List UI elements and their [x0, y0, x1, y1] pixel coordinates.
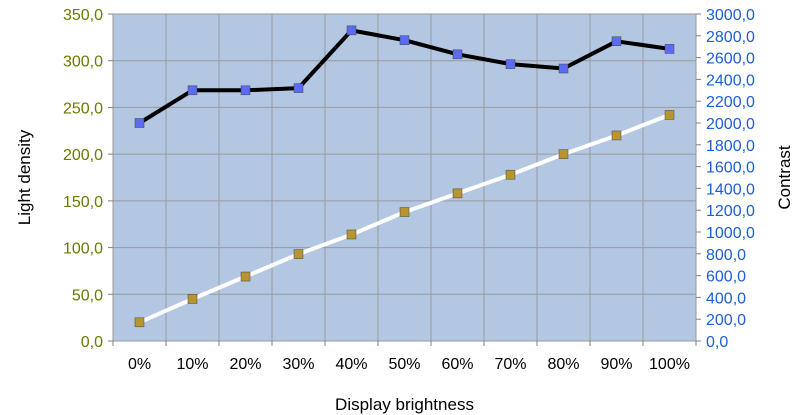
left-tick-label: 150,0	[63, 194, 103, 211]
left-tick-label: 300,0	[63, 54, 103, 71]
left-tick-label: 200,0	[63, 147, 103, 164]
x-tick-label: 10%	[176, 356, 208, 373]
right-tick-label: 2000,0	[706, 116, 755, 133]
x-tick-label: 80%	[547, 356, 579, 373]
right-axis-title: Contrast	[775, 145, 794, 210]
right-tick-label: 600,0	[706, 269, 746, 286]
right-tick-label: 1400,0	[706, 181, 755, 198]
series-2-point	[611, 36, 622, 46]
x-tick-label: 60%	[441, 356, 473, 373]
series-1-point	[611, 130, 622, 141]
x-tick-label: 0%	[128, 356, 151, 373]
series-2-point	[558, 63, 569, 74]
right-axis-ticks: 0,0 200,0 400,0 600,0 800,0 1000,0 1200,0 1400,…	[696, 7, 755, 351]
series-1-point	[505, 169, 516, 180]
left-tick-label: 350,0	[63, 7, 103, 24]
series-1-point	[240, 271, 251, 282]
left-tick-label: 0,0	[81, 334, 103, 351]
series-1-point	[187, 294, 198, 304]
left-tick-label: 250,0	[63, 100, 103, 117]
x-tick-label: 90%	[600, 356, 632, 373]
series-2-point	[134, 118, 145, 128]
right-tick-label: 200,0	[706, 312, 746, 329]
left-axis-ticks: 0,0 50,0 100,0 150,0 200,0 250,0 300,0 350,0	[63, 7, 113, 351]
right-tick-label: 3000,0	[706, 7, 755, 24]
right-tick-label: 1200,0	[706, 203, 755, 220]
series-2-point	[293, 83, 304, 93]
x-axis-ticks: 0% 10% 20% 30% 40% 50% 60% 70% 80% 90% 100%	[112, 341, 697, 373]
series-1-point	[664, 110, 675, 120]
right-tick-label: 0,0	[706, 334, 728, 351]
series-1-point	[346, 229, 357, 240]
left-axis-title: Light density	[15, 129, 34, 225]
grid	[112, 13, 697, 342]
series-2-point	[346, 25, 357, 36]
plot-area	[112, 13, 697, 342]
x-tick-label: 20%	[229, 356, 261, 373]
right-tick-label: 800,0	[706, 247, 746, 264]
x-tick-label: 50%	[388, 356, 420, 373]
series-2-point	[187, 85, 198, 96]
series-2-point	[240, 85, 251, 96]
right-tick-label: 1600,0	[706, 160, 755, 177]
series-1-point	[134, 317, 145, 328]
series-1-point	[399, 207, 410, 217]
right-tick-label: 1800,0	[706, 138, 755, 155]
series-2-point	[452, 49, 463, 60]
series-2-point	[664, 44, 675, 54]
series-2-point	[505, 59, 516, 69]
x-tick-label: 40%	[335, 356, 367, 373]
series-1-point	[293, 249, 304, 259]
left-tick-label: 50,0	[72, 287, 103, 304]
series-1-point	[558, 149, 569, 159]
right-tick-label: 2200,0	[706, 94, 755, 111]
x-tick-label: 30%	[282, 356, 314, 373]
x-tick-label: 70%	[494, 356, 526, 373]
right-tick-label: 1000,0	[706, 225, 755, 242]
right-tick-label: 2600,0	[706, 51, 755, 68]
right-tick-label: 2400,0	[706, 72, 755, 89]
series-1-point	[452, 188, 463, 199]
series	[134, 25, 675, 328]
right-tick-label: 400,0	[706, 290, 746, 307]
right-tick-label: 2800,0	[706, 29, 755, 46]
series-2-point	[399, 35, 410, 45]
left-tick-label: 100,0	[63, 241, 103, 258]
x-axis-title: Display brightness	[335, 395, 474, 414]
x-tick-label: 100%	[649, 356, 690, 373]
